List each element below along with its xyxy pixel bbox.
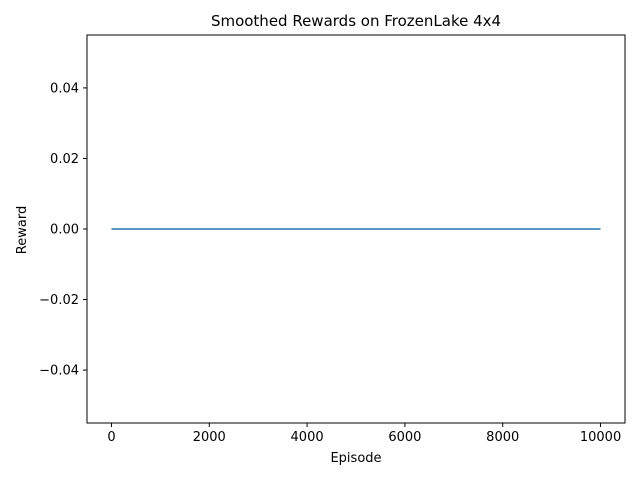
x-tick-label: 8000 — [486, 430, 519, 445]
x-tick-label: 0 — [107, 430, 115, 445]
y-tick-label: −0.04 — [39, 364, 79, 379]
x-axis: 0 2000 4000 6000 8000 10000 — [107, 423, 621, 445]
x-tick-label: 4000 — [291, 430, 324, 445]
chart-title: Smoothed Rewards on FrozenLake 4x4 — [211, 12, 501, 30]
y-tick-label: 0.02 — [50, 152, 79, 167]
x-tick-label: 6000 — [388, 430, 421, 445]
x-tick-label: 10000 — [580, 430, 621, 445]
x-tick-label: 2000 — [193, 430, 226, 445]
y-axis: −0.04 −0.02 0.00 0.02 0.04 — [39, 81, 87, 379]
y-tick-label: −0.02 — [39, 293, 79, 308]
y-tick-label: 0.00 — [50, 223, 79, 238]
x-axis-label: Episode — [330, 451, 381, 466]
y-tick-label: 0.04 — [50, 81, 79, 96]
y-axis-label: Reward — [15, 206, 30, 254]
